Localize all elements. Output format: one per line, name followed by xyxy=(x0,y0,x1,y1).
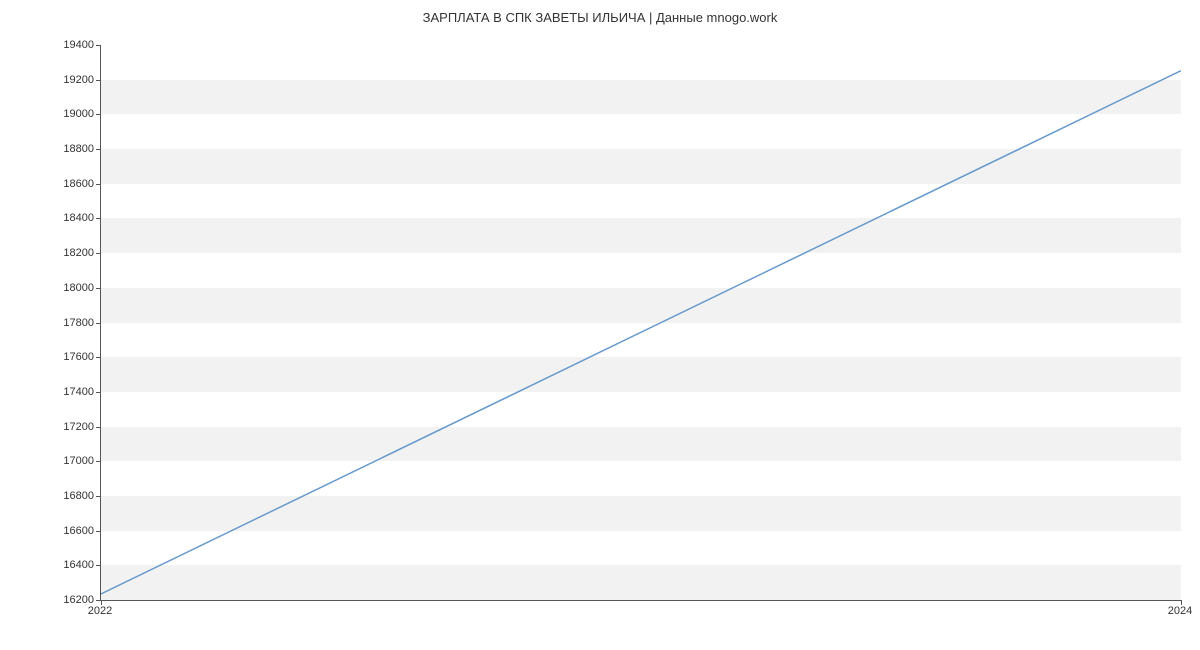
grid-band xyxy=(101,218,1181,253)
chart-container: ЗАРПЛАТА В СПК ЗАВЕТЫ ИЛЬИЧА | Данные mn… xyxy=(0,0,1200,650)
y-tick-mark xyxy=(96,357,101,358)
y-tick-label: 18000 xyxy=(44,282,94,294)
grid-band xyxy=(101,496,1181,531)
y-tick-mark xyxy=(96,496,101,497)
y-tick-mark xyxy=(96,184,101,185)
y-tick-mark xyxy=(96,114,101,115)
x-tick-label: 2022 xyxy=(88,605,112,617)
grid-band xyxy=(101,288,1181,323)
grid-band xyxy=(101,357,1181,392)
y-tick-label: 19400 xyxy=(44,39,94,51)
y-tick-mark xyxy=(96,288,101,289)
y-tick-label: 17000 xyxy=(44,455,94,467)
y-tick-mark xyxy=(96,461,101,462)
y-tick-mark xyxy=(96,531,101,532)
y-tick-label: 18800 xyxy=(44,143,94,155)
y-tick-mark xyxy=(96,253,101,254)
y-tick-mark xyxy=(96,80,101,81)
y-tick-mark xyxy=(96,565,101,566)
y-tick-label: 17200 xyxy=(44,421,94,433)
y-tick-mark xyxy=(96,45,101,46)
chart-title: ЗАРПЛАТА В СПК ЗАВЕТЫ ИЛЬИЧА | Данные mn… xyxy=(0,0,1200,35)
y-tick-label: 18200 xyxy=(44,247,94,259)
grid-band xyxy=(101,80,1181,115)
y-tick-mark xyxy=(96,218,101,219)
y-tick-label: 19000 xyxy=(44,108,94,120)
plot-area xyxy=(100,45,1181,601)
y-tick-label: 16600 xyxy=(44,525,94,537)
y-tick-label: 16200 xyxy=(44,594,94,606)
grid-band xyxy=(101,149,1181,184)
y-tick-mark xyxy=(96,149,101,150)
x-tick-label: 2024 xyxy=(1168,605,1192,617)
y-tick-mark xyxy=(96,427,101,428)
y-tick-mark xyxy=(96,392,101,393)
y-tick-label: 17600 xyxy=(44,351,94,363)
y-tick-label: 17800 xyxy=(44,317,94,329)
grid-band xyxy=(101,565,1181,600)
y-tick-mark xyxy=(96,323,101,324)
y-tick-label: 19200 xyxy=(44,74,94,86)
y-tick-label: 18600 xyxy=(44,178,94,190)
grid-band xyxy=(101,427,1181,462)
y-tick-label: 17400 xyxy=(44,386,94,398)
y-tick-label: 18400 xyxy=(44,212,94,224)
y-tick-label: 16800 xyxy=(44,490,94,502)
y-tick-label: 16400 xyxy=(44,559,94,571)
